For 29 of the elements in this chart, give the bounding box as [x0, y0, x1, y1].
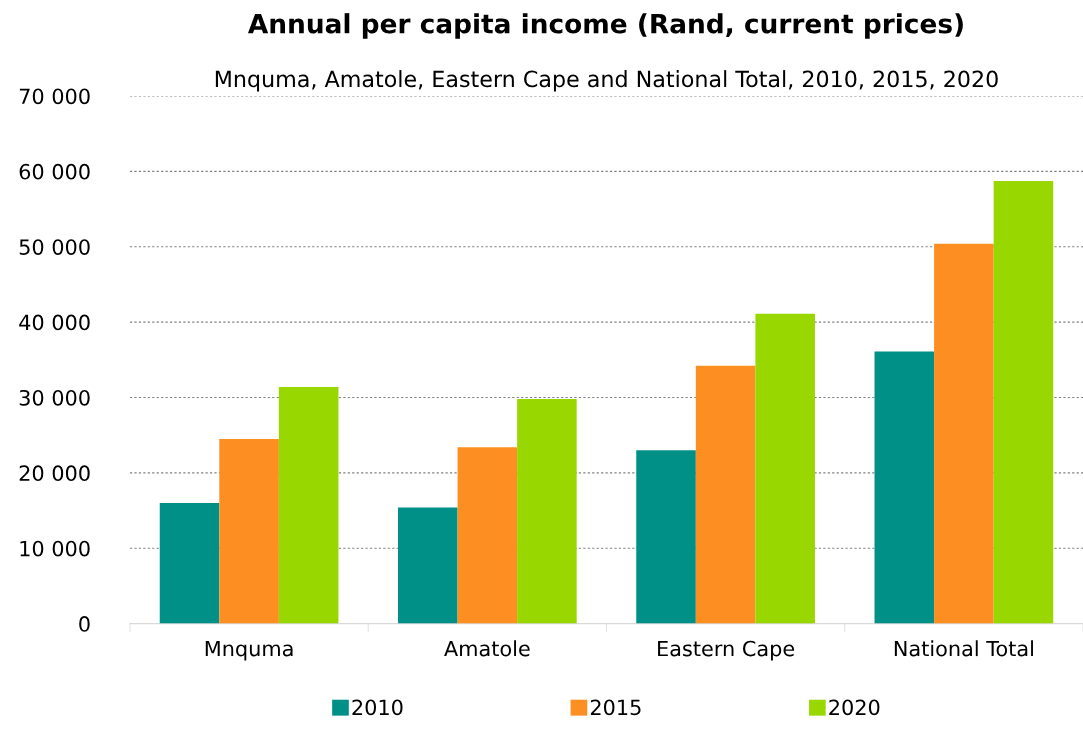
bar	[219, 438, 279, 624]
bar	[755, 313, 815, 624]
bar	[159, 503, 220, 624]
chart-subtitle: Mnquma, Amatole, Eastern Cape and National Total, 2010, 2015, 2020	[215, 70, 998, 92]
x-tick-label: Amatole	[444, 640, 530, 657]
bar	[517, 398, 577, 624]
y-tick-label: 50 000	[19, 239, 90, 255]
y-tick-label: 60 000	[19, 163, 90, 180]
bar	[278, 386, 339, 624]
y-tick-label: 20 000	[19, 465, 90, 482]
x-tick-label: National Total	[894, 640, 1033, 657]
chart-title: Annual per capita income (Rand, current prices)	[247, 13, 963, 39]
x-tick-label: Mnquma	[205, 640, 293, 661]
bar	[934, 243, 994, 624]
bar	[993, 181, 1054, 624]
y-tick-label: 70 000	[19, 88, 90, 105]
bar	[398, 507, 458, 624]
legend-label: 2010	[352, 699, 403, 716]
legend-label: 2020	[829, 699, 880, 716]
bar	[457, 447, 518, 624]
y-tick-label: 0	[79, 616, 90, 632]
legend-label: 2015	[590, 699, 641, 716]
bar	[636, 450, 696, 624]
bar	[874, 351, 935, 624]
y-tick-label: 10 000	[20, 540, 90, 557]
bar	[695, 365, 756, 624]
y-tick-label: 30 000	[19, 389, 90, 406]
x-tick-label: Eastern Cape	[658, 640, 795, 661]
y-tick-label: 40 000	[19, 314, 90, 331]
